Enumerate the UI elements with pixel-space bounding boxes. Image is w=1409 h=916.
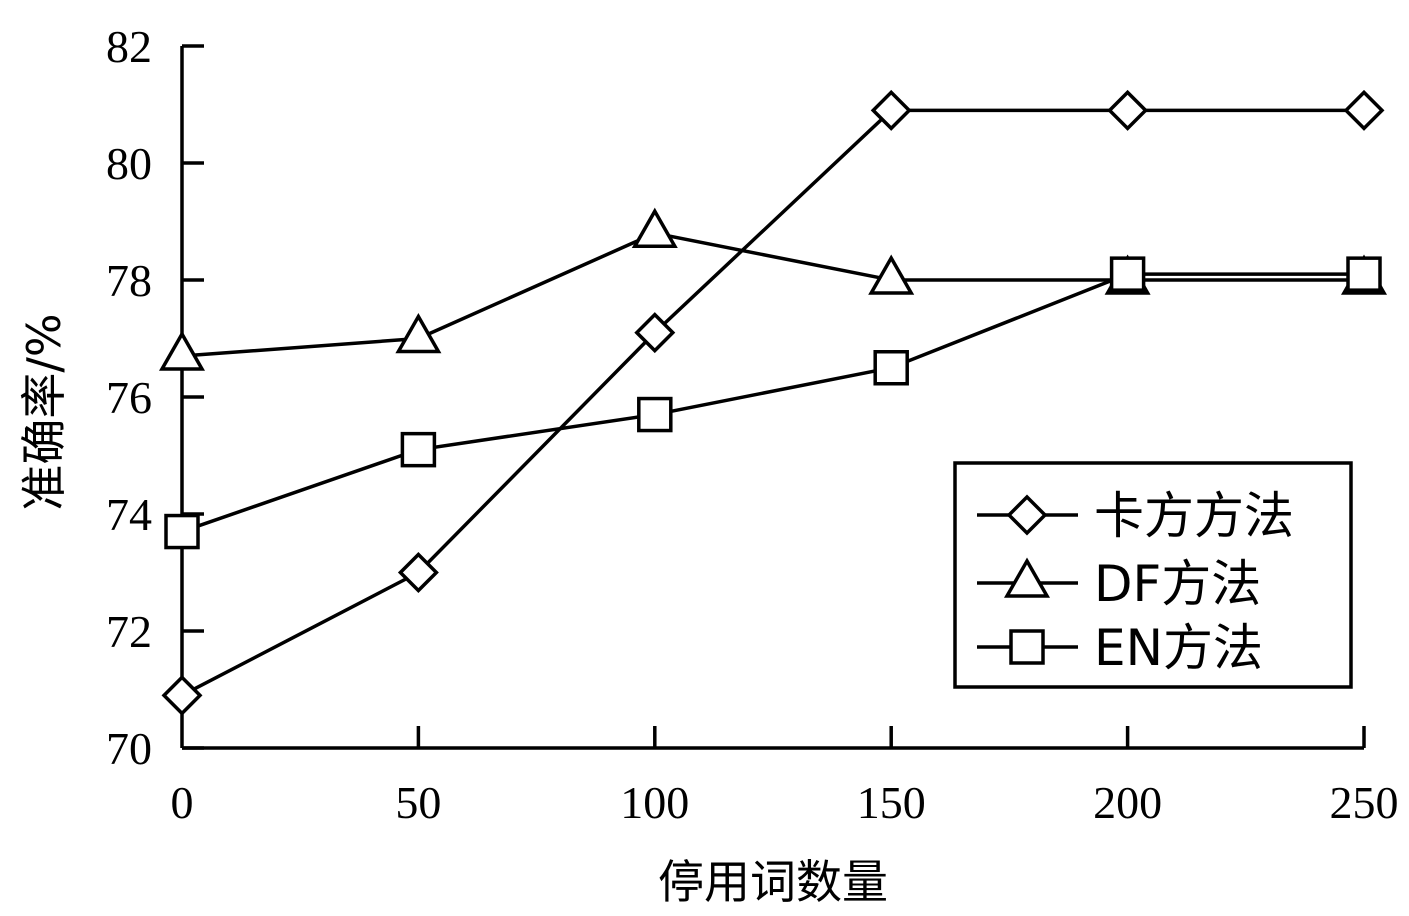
data-point	[1346, 256, 1382, 292]
y-tick-label: 76	[106, 372, 152, 423]
series-layer	[158, 89, 1388, 716]
data-point	[1343, 89, 1385, 131]
y-tick-label: 80	[106, 138, 152, 189]
data-point	[637, 396, 673, 433]
axes: 70 72 74 76 78 80 82 0 50 100 150 200 250	[106, 21, 1399, 828]
data-point	[161, 674, 203, 716]
series-line	[181, 108, 1364, 697]
series-1	[161, 89, 1385, 716]
series-2	[158, 207, 1388, 371]
y-tick-label: 78	[106, 255, 152, 306]
x-axis-title: 停用词数量	[658, 855, 888, 909]
legend-marker	[1003, 557, 1051, 598]
data-point	[868, 254, 915, 295]
x-tick-label: 250	[1330, 777, 1399, 828]
legend-label: DF方法	[1094, 555, 1261, 613]
data-point	[158, 330, 206, 371]
legend-label: EN方法	[1094, 619, 1263, 677]
data-point	[397, 552, 439, 593]
x-tick-label: 50	[395, 777, 441, 828]
x-tick-label: 100	[620, 777, 689, 828]
series-line	[181, 272, 1364, 534]
legend-item: EN方法	[977, 619, 1263, 677]
series-3	[164, 256, 1382, 550]
y-tick-label: 82	[106, 21, 152, 72]
legend-item: DF方法	[977, 555, 1261, 613]
data-point	[164, 513, 200, 550]
y-tick-label: 74	[106, 489, 152, 540]
x-tick-label: 0	[171, 777, 194, 828]
series-line	[181, 231, 1364, 358]
y-tick-label: 72	[106, 606, 152, 657]
legend-marker	[1006, 494, 1048, 536]
data-point	[400, 431, 437, 468]
x-tick-label: 150	[857, 777, 926, 828]
x-tick-label: 200	[1093, 777, 1162, 828]
legend-marker	[1009, 629, 1045, 665]
data-point	[870, 89, 912, 131]
data-point	[1107, 89, 1149, 131]
y-tick-label: 70	[106, 723, 152, 774]
y-axis-title: 准确率/%	[17, 313, 71, 510]
data-point	[631, 207, 678, 248]
data-point	[395, 312, 442, 354]
data-point	[634, 312, 676, 354]
data-point	[1109, 256, 1146, 292]
legend: 卡方方法 DF方法 EN方法	[953, 461, 1353, 689]
legend-item: 卡方方法	[977, 487, 1294, 545]
legend-label: 卡方方法	[1094, 487, 1294, 545]
data-point	[873, 350, 909, 386]
